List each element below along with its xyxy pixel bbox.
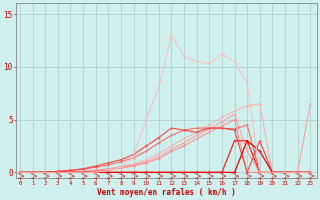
X-axis label: Vent moyen/en rafales ( km/h ): Vent moyen/en rafales ( km/h ) bbox=[97, 188, 236, 197]
